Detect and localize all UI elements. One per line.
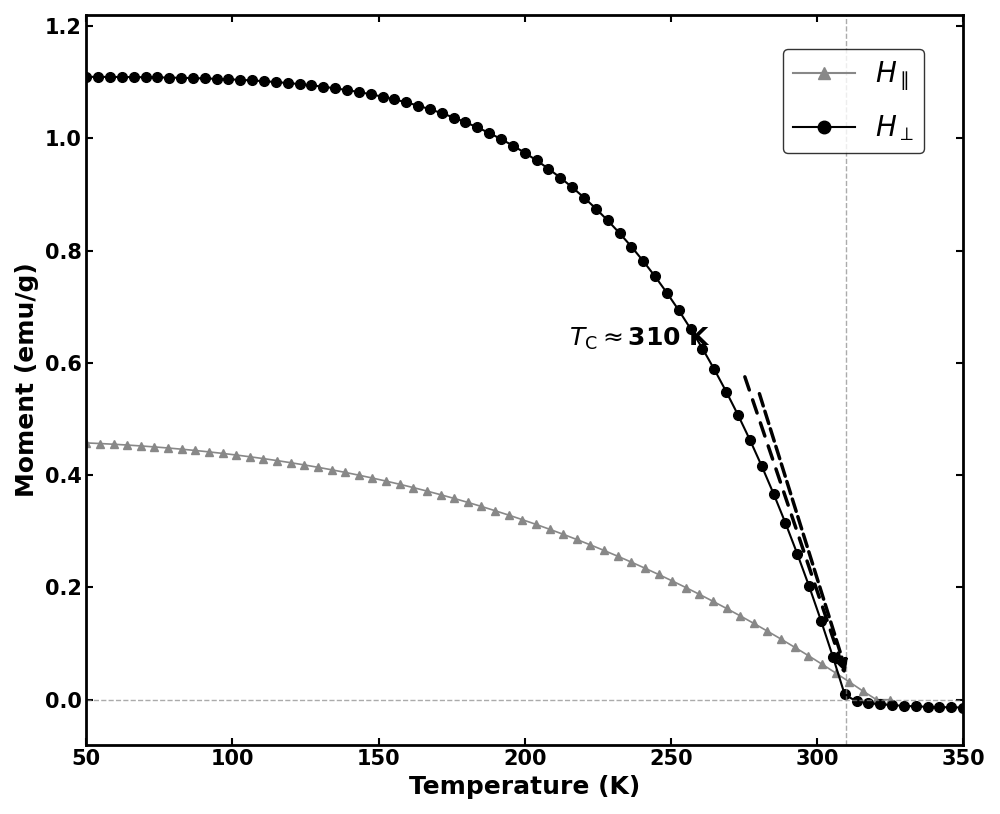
- X-axis label: Temperature (K): Temperature (K): [409, 775, 640, 799]
- Text: $T_{\rm C}\approx$310 K: $T_{\rm C}\approx$310 K: [569, 326, 710, 352]
- Y-axis label: Moment (emu/g): Moment (emu/g): [15, 262, 39, 497]
- Legend: $H_{\parallel}$, $H_{\perp}$: $H_{\parallel}$, $H_{\perp}$: [783, 50, 924, 153]
